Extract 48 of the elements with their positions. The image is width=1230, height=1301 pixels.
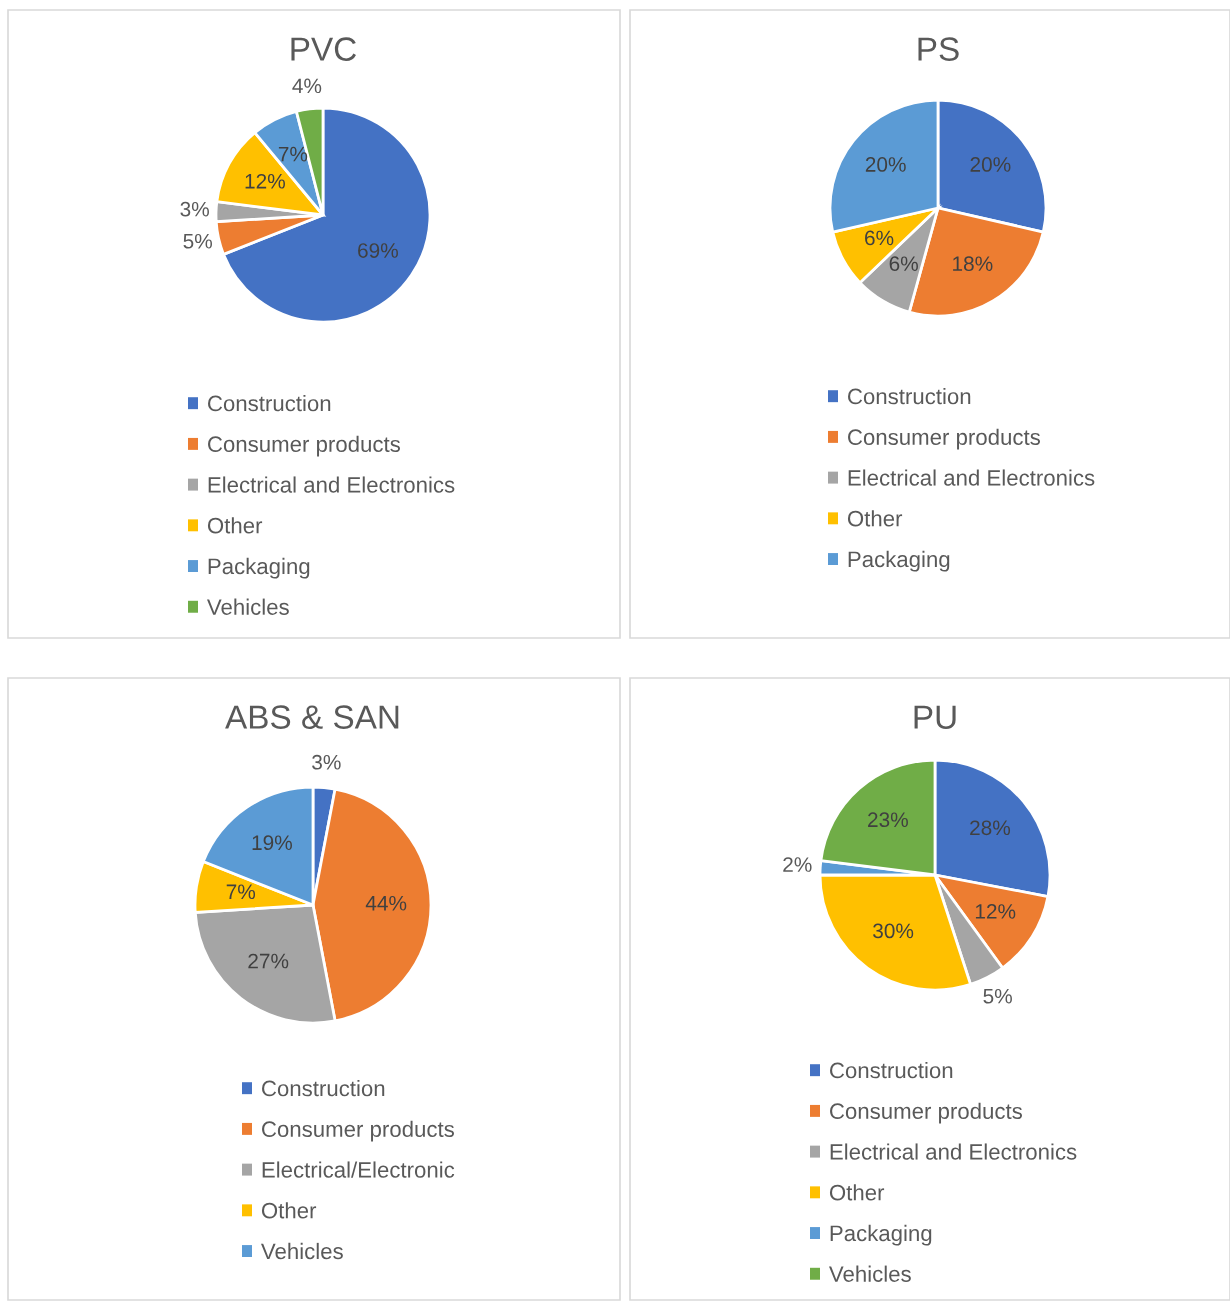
legend-label: Other: [207, 517, 263, 534]
data-label: 6%: [865, 230, 894, 246]
data-label: 23%: [868, 812, 908, 828]
legend-label: Electrical and Electronics: [830, 1143, 1077, 1160]
legend-label: Construction: [262, 1080, 385, 1097]
data-label: 69%: [358, 243, 398, 258]
data-label: 27%: [248, 953, 289, 969]
legend-label: Construction: [848, 388, 971, 405]
legend-label: Vehicles: [260, 1242, 343, 1260]
data-label: 3%: [312, 754, 341, 770]
data-label: 18%: [953, 256, 993, 272]
chart-title: PVC: [291, 37, 356, 61]
legend-label: Other: [261, 1202, 317, 1219]
legend-label: Packaging: [208, 557, 310, 579]
data-label: 4%: [292, 78, 322, 94]
legend-label: Vehicles: [206, 598, 289, 615]
data-label: 20%: [970, 157, 1011, 172]
data-label: 7%: [278, 146, 308, 162]
data-label: 20%: [865, 157, 906, 172]
data-label: 2%: [783, 857, 812, 872]
legend-label: Electrical and Electronics: [208, 476, 455, 493]
chart-title: PU: [914, 705, 956, 729]
data-label: 12%: [975, 904, 1016, 919]
legend-label: Electrical/Electronic: [262, 1161, 455, 1178]
data-label: 28%: [970, 820, 1011, 836]
legend-label: Other: [847, 510, 903, 527]
data-label: 5%: [983, 988, 1012, 1004]
data-label: 12%: [245, 173, 285, 189]
legend-label: Other: [829, 1184, 885, 1201]
legend-label: Vehicles: [828, 1265, 911, 1282]
legend-label: Consumer products: [848, 428, 1040, 450]
data-label: 6%: [889, 256, 918, 272]
data-label: 44%: [365, 895, 407, 911]
legend-label: Consumer products: [208, 435, 400, 457]
legend-label: Packaging: [830, 1224, 932, 1246]
legend-label: Packaging: [848, 550, 950, 572]
data-label: 7%: [226, 884, 256, 900]
data-label: 19%: [252, 835, 292, 851]
legend-label: Consumer products: [262, 1120, 454, 1142]
legend-label: Consumer products: [830, 1102, 1022, 1124]
legend-label: Construction: [208, 395, 331, 412]
legend-label: Construction: [830, 1062, 953, 1079]
legend-label: Electrical and Electronics: [848, 469, 1095, 486]
data-label: 5%: [183, 233, 213, 249]
data-label: 30%: [873, 923, 914, 939]
chart-title: PS: [918, 37, 959, 61]
data-label: 3%: [180, 201, 209, 217]
chart-title: ABS & SAN: [225, 705, 399, 729]
